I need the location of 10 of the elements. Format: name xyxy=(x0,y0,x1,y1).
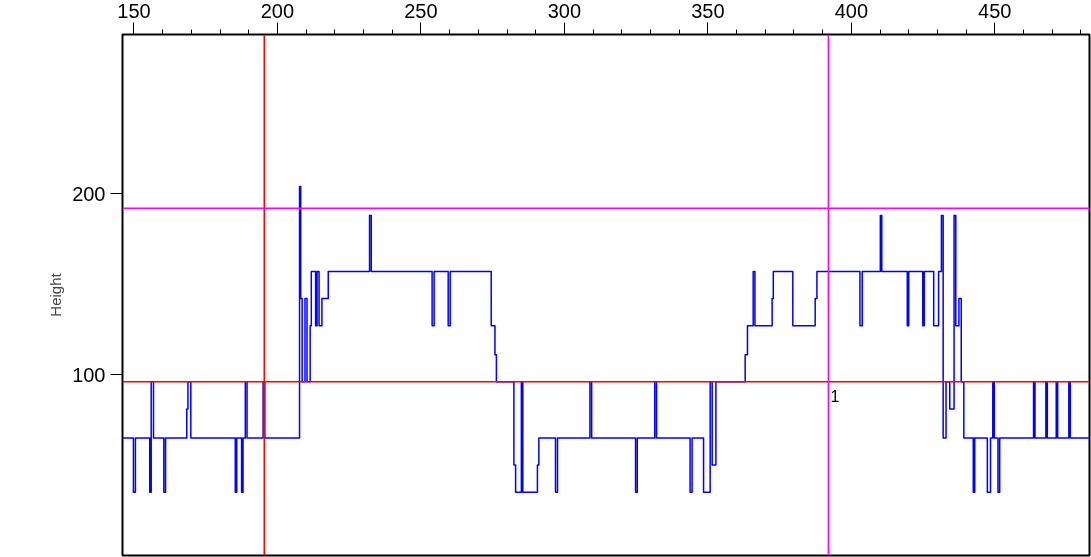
x-tick-label: 400 xyxy=(834,0,869,22)
x-tick-label: 300 xyxy=(547,0,582,22)
y-tick-label: 100 xyxy=(72,363,106,386)
x-tick-label: 450 xyxy=(978,0,1012,22)
x-tick-label: 200 xyxy=(260,0,295,22)
x-tick-label: 150 xyxy=(117,0,151,22)
annotation: 1 xyxy=(830,387,840,405)
x-tick-label: 250 xyxy=(404,0,438,22)
y-axis-title: Height xyxy=(47,272,65,317)
x-tick-label: 350 xyxy=(691,0,725,22)
